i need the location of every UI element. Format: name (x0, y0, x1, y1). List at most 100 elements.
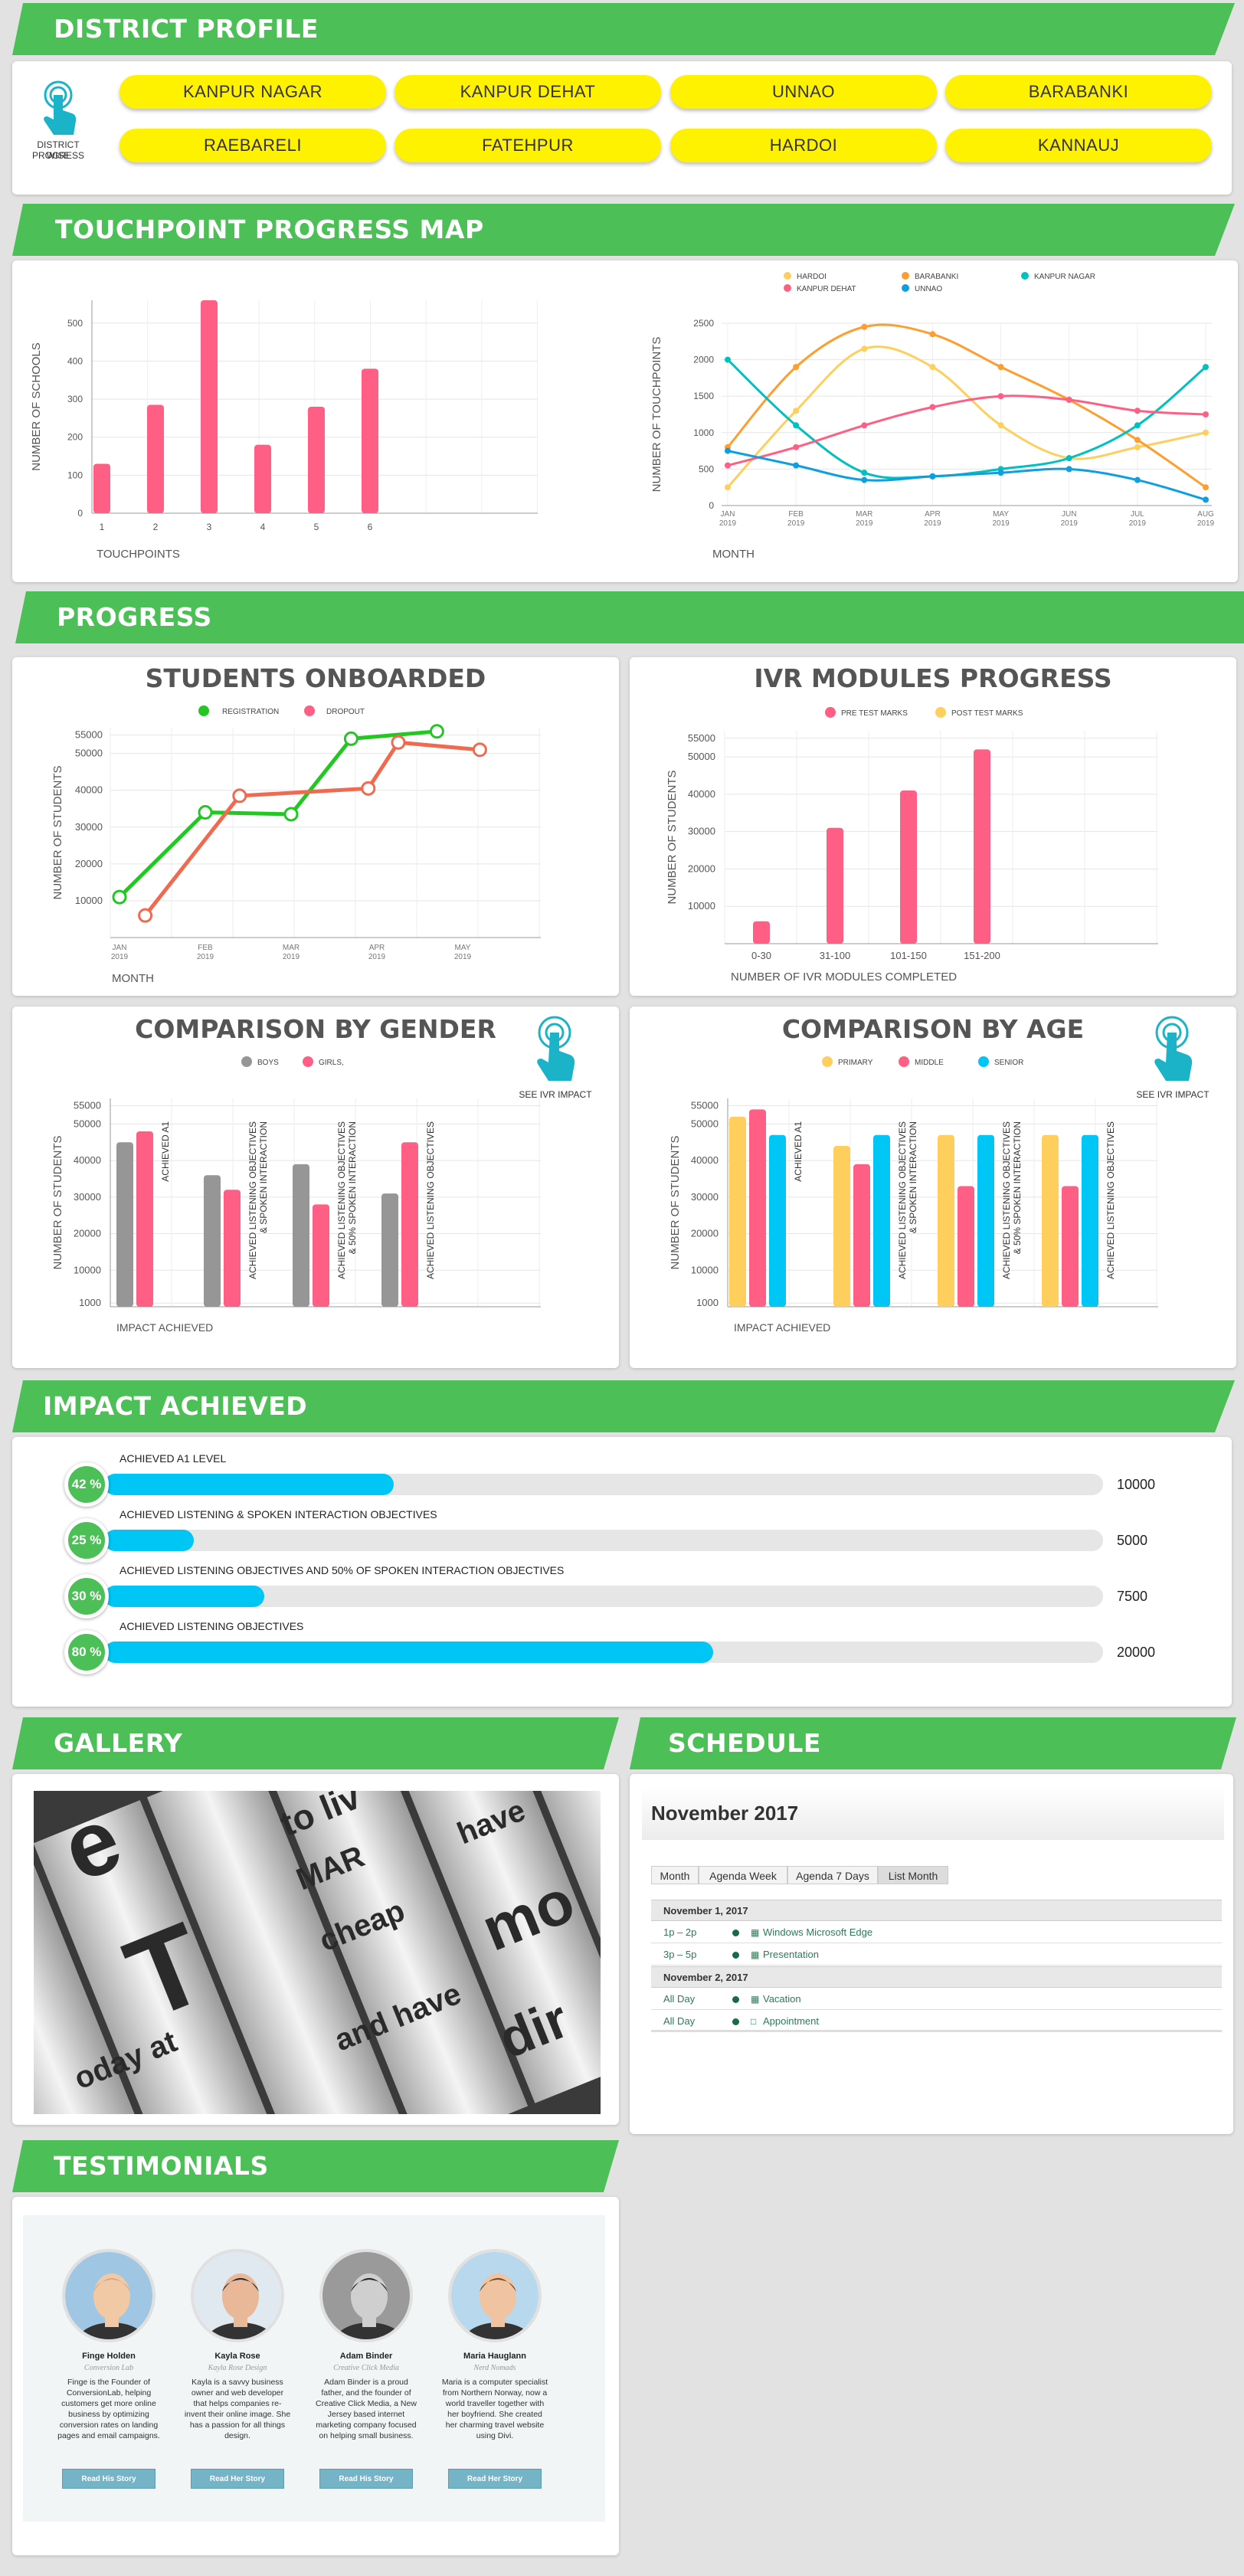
bar (204, 1175, 221, 1307)
x-tick-label: JAN (721, 510, 735, 519)
district-button-hardoi[interactable]: HARDOI (670, 129, 937, 162)
impact-track (104, 1586, 1103, 1607)
x-tick-label: 2019 (856, 519, 873, 528)
category-label: ACHIEVED A1 (160, 1121, 171, 1182)
y-tick-label: 100 (67, 470, 83, 480)
impact-card: ACHIEVED A1 LEVEL 42 % 10000 ACHIEVED LISTE… (12, 1437, 1232, 1707)
x-tick-label: 31-100 (820, 950, 850, 961)
impact-value: 10000 (1117, 1477, 1156, 1492)
icon-label-1: DISTRICT WISE (37, 139, 80, 161)
event-row[interactable]: All Day □ Appointment (651, 2011, 1222, 2032)
event-time: All Day (663, 2015, 696, 2027)
banner-shape (15, 591, 1244, 643)
event-row[interactable]: 1p – 2p ▦ Windows Microsoft Edge (651, 1922, 1222, 1943)
testimonial-name: Kayla Rose (214, 2352, 260, 2361)
schedule-month: November 2017 (651, 1802, 799, 1825)
y-tick-label: 20000 (74, 1228, 101, 1239)
y-axis-label: NUMBER OF STUDENTS (51, 765, 64, 899)
tap-hand-icon (44, 80, 77, 135)
bar (974, 749, 990, 944)
district-profile-card: DISTRICT WISE PROGRESS KANPUR NAGAR KANP… (12, 61, 1232, 195)
data-point (997, 470, 1004, 476)
bar (1062, 1186, 1079, 1307)
bar (769, 1134, 786, 1307)
data-point (861, 470, 868, 476)
data-point (1134, 476, 1141, 483)
district-button-fatehpur[interactable]: FATEHPUR (394, 129, 661, 162)
x-tick-label: 6 (368, 522, 373, 532)
data-point (725, 447, 731, 454)
district-wise-progress-icon[interactable]: DISTRICT WISE PROGRESS (28, 78, 89, 162)
gender-see-impact[interactable]: SEE IVR IMPACT (506, 1013, 605, 1105)
tab-agenda-7-days[interactable]: Agenda 7 Days (787, 1866, 878, 1884)
district-button-raebareli[interactable]: RAEBARELI (119, 129, 386, 162)
category-label: ACHIEVED LISTENING OBJECTIVES (897, 1121, 908, 1279)
y-tick-label: 50000 (74, 1118, 101, 1129)
data-point (793, 462, 800, 469)
tab-month[interactable]: Month (651, 1866, 699, 1884)
icon-label-2: PROGRESS (31, 150, 84, 161)
legend-dot (784, 272, 791, 280)
tab-agenda-week[interactable]: Agenda Week (699, 1866, 787, 1884)
y-tick-label: 0 (709, 500, 714, 511)
read-story-button[interactable]: Read His Story (319, 2469, 413, 2489)
bar (362, 368, 378, 513)
impact-fill (104, 1642, 714, 1663)
bar (293, 1164, 309, 1307)
data-point (1134, 437, 1141, 444)
district-button-kanpur-nagar[interactable]: KANPUR NAGAR (119, 75, 386, 109)
testimonial-bio: Maria is a computer specialist from Nort… (441, 2378, 548, 2440)
age-see-impact[interactable]: SEE IVR IMPACT (1123, 1013, 1223, 1105)
newspaper-image[interactable]: e T to liv MAR cheap and have have mo di… (34, 1791, 601, 2114)
event-name: Vacation (763, 1993, 801, 2005)
ivr-modules-card: IVR MODULES PROGRESS 10000 20000 30000 4000… (630, 657, 1236, 996)
bar (749, 1109, 766, 1307)
y-tick-label: 10000 (74, 1264, 101, 1275)
data-point (929, 473, 936, 480)
y-tick-label: 300 (67, 394, 83, 404)
x-tick-label: 2019 (1129, 519, 1147, 528)
data-point (1203, 429, 1209, 436)
testimonial-name: Finge Holden (82, 2352, 136, 2361)
district-button-kanpur-dehat[interactable]: KANPUR DEHAT (394, 75, 661, 109)
testimonial-bio: Kayla is a savvy business owner and web … (184, 2378, 291, 2440)
read-story-button[interactable]: Read His Story (62, 2469, 156, 2489)
x-tick-label: 2019 (1061, 519, 1079, 528)
testimonial: Kayla Rose Kayla Rose Design Kayla is a sa… (184, 2249, 291, 2489)
bar (853, 1164, 870, 1307)
age-chart: 1000 10000 20000 30000 40000 50000 55000 ACHIEV… (669, 1056, 1158, 1334)
data-point (929, 404, 936, 411)
impact-track (104, 1530, 1103, 1551)
data-point (997, 393, 1004, 400)
impact-item: ACHIEVED A1 LEVEL 42 % 10000 (12, 1452, 1232, 1507)
event-time: 1p – 2p (663, 1926, 697, 1938)
testimonials-panel: Finge Holden Conversion Lab Finge is the F… (23, 2215, 605, 2522)
district-button-unnao[interactable]: UNNAO (670, 75, 937, 109)
banner-shape (12, 3, 1235, 55)
impact-label: ACHIEVED LISTENING OBJECTIVES AND 50% OF… (119, 1564, 565, 1576)
y-tick-label: 55000 (75, 729, 103, 741)
data-point (793, 444, 800, 450)
impact-title: IMPACT ACHIEVED (43, 1391, 308, 1421)
bar (224, 1190, 241, 1307)
category-label: & 50% SPOKEN INTERACTION (347, 1121, 358, 1254)
event-row[interactable]: All Day ▦ Vacation (651, 1988, 1222, 2010)
testimonials-card: Finge Holden Conversion Lab Finge is the F… (12, 2197, 619, 2555)
read-story-button[interactable]: Read Her Story (191, 2469, 284, 2489)
read-story-button[interactable]: Read Her Story (448, 2469, 542, 2489)
tab-list-month[interactable]: List Month (878, 1866, 948, 1884)
data-point (725, 356, 731, 363)
y-tick-label: 50000 (75, 748, 103, 759)
impact-value: 7500 (1117, 1589, 1148, 1604)
ivr-modules-title: IVR MODULES PROGRESS (754, 663, 1112, 693)
category-label: ACHIEVED LISTENING OBJECTIVES (336, 1121, 347, 1279)
category-label: & SPOKEN INTERACTION (908, 1121, 918, 1233)
bar (401, 1142, 418, 1307)
district-button-kannauj[interactable]: KANNAUJ (945, 129, 1212, 162)
district-button-barabanki[interactable]: BARABANKI (945, 75, 1212, 109)
schedule-tabs: Month Agenda Week Agenda 7 Days List Mon… (651, 1866, 958, 1884)
y-tick-label: 50000 (688, 751, 715, 762)
event-row[interactable]: 3p – 5p ▦ Presentation (651, 1944, 1222, 1966)
event-time: 3p – 5p (663, 1949, 697, 1960)
touchpoint-card: 0 100 200 300 400 500 1 2 3 4 5 6 NUMBER OF SCHOOLS T… (12, 260, 1238, 582)
